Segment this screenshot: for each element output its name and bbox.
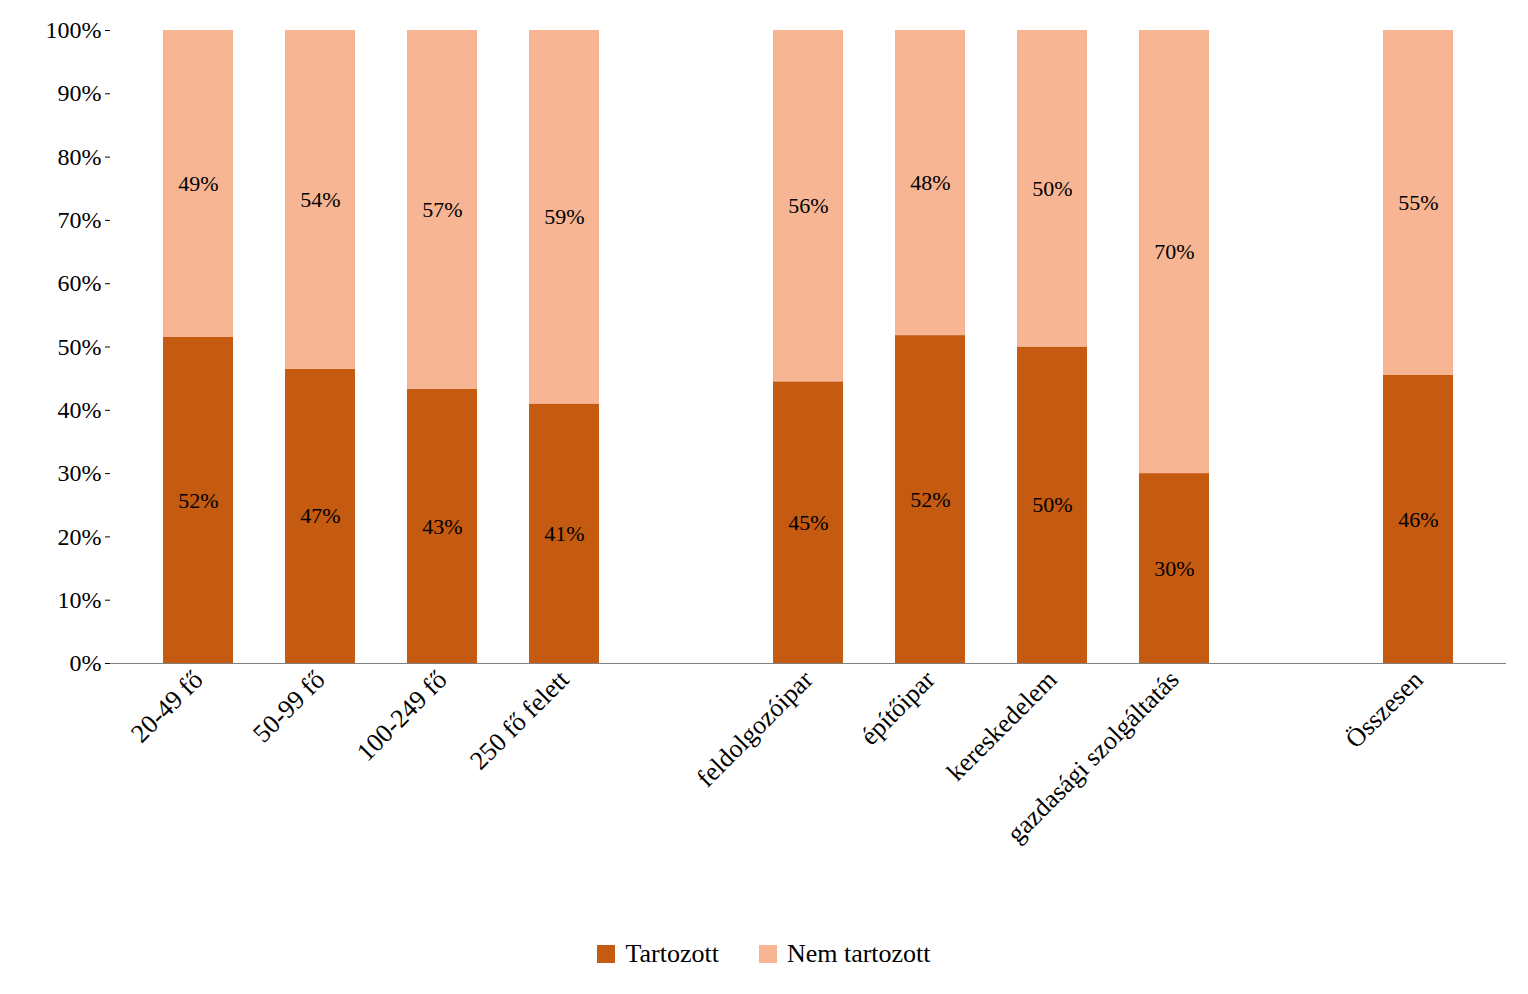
- svg-text:59%: 59%: [544, 204, 584, 229]
- svg-text:80%: 80%: [58, 144, 102, 170]
- svg-text:0%: 0%: [70, 650, 102, 676]
- svg-text:45%: 45%: [788, 510, 828, 535]
- svg-text:47%: 47%: [300, 503, 340, 528]
- svg-text:40%: 40%: [58, 397, 102, 423]
- svg-text:52%: 52%: [178, 488, 218, 513]
- svg-text:Összesen: Összesen: [1340, 665, 1429, 754]
- svg-text:30%: 30%: [58, 460, 102, 486]
- svg-text:52%: 52%: [910, 487, 950, 512]
- svg-text:56%: 56%: [788, 193, 828, 218]
- svg-text:feldolgozóipar: feldolgozóipar: [691, 665, 819, 793]
- svg-text:50-99 fő: 50-99 fő: [247, 665, 330, 748]
- svg-text:50%: 50%: [1032, 176, 1072, 201]
- svg-text:100-249 fő: 100-249 fő: [351, 665, 453, 767]
- svg-text:100%: 100%: [46, 17, 102, 43]
- svg-text:90%: 90%: [58, 80, 102, 106]
- svg-text:43%: 43%: [422, 513, 462, 538]
- svg-text:10%: 10%: [58, 587, 102, 613]
- svg-text:50%: 50%: [58, 334, 102, 360]
- svg-text:48%: 48%: [910, 170, 950, 195]
- svg-text:20%: 20%: [58, 524, 102, 550]
- svg-text:46%: 46%: [1398, 507, 1438, 532]
- svg-text:kereskedelem: kereskedelem: [941, 665, 1063, 787]
- svg-text:57%: 57%: [422, 197, 462, 222]
- svg-text:41%: 41%: [544, 521, 584, 546]
- svg-text:49%: 49%: [178, 171, 218, 196]
- svg-text:gazdasági szolgáltatás: gazdasági szolgáltatás: [1001, 665, 1184, 848]
- svg-text:250 fő felett: 250 fő felett: [464, 664, 575, 775]
- svg-text:30%: 30%: [1154, 556, 1194, 581]
- svg-text:50%: 50%: [1032, 492, 1072, 517]
- svg-text:építőipar: építőipar: [855, 665, 941, 751]
- svg-text:70%: 70%: [1154, 239, 1194, 264]
- svg-text:60%: 60%: [58, 270, 102, 296]
- html-text:Nem tartozott: Nem tartozott: [786, 939, 931, 968]
- svg-text:70%: 70%: [58, 207, 102, 233]
- svg-text:20-49 fő: 20-49 fő: [125, 665, 208, 748]
- html-text:Tartozott: Tartozott: [625, 939, 719, 968]
- svg-text:55%: 55%: [1398, 190, 1438, 215]
- svg-text:54%: 54%: [300, 187, 340, 212]
